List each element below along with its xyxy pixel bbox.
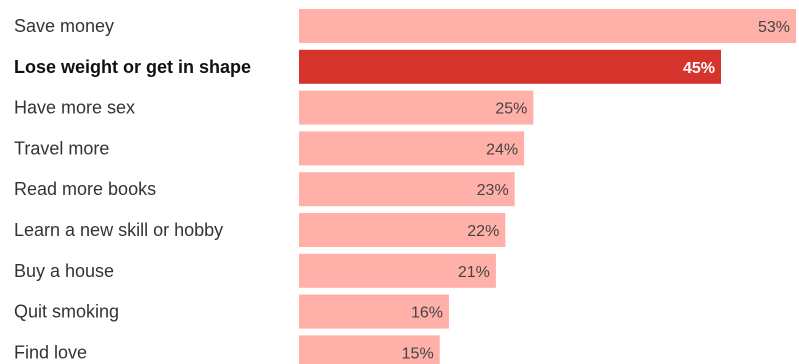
category-label-6: Buy a house	[14, 261, 114, 281]
category-label-2: Have more sex	[14, 98, 135, 118]
bar-6	[299, 253, 496, 288]
bar-5	[299, 213, 506, 247]
value-label-0: 53%	[758, 19, 790, 36]
value-labels: 53% 45% 25% 24% 23% 22% 21% 16% 15%	[402, 19, 790, 362]
category-label-4: Read more books	[14, 179, 156, 199]
category-labels: Save money Lose weight or get in shape Hav…	[14, 16, 251, 362]
value-label-6: 21%	[458, 264, 490, 281]
value-label-3: 24%	[486, 141, 518, 158]
bar-3	[299, 131, 525, 166]
category-label-0: Save money	[14, 16, 114, 36]
bar-2	[299, 90, 534, 125]
value-label-1: 45%	[683, 60, 715, 77]
category-label-3: Travel more	[14, 138, 109, 158]
bars	[299, 9, 796, 364]
category-label-1: Lose weight or get in shape	[14, 57, 251, 77]
value-label-4: 23%	[477, 182, 509, 199]
value-label-7: 16%	[411, 305, 443, 322]
category-label-5: Learn a new skill or hobby	[14, 220, 223, 240]
value-label-2: 25%	[495, 101, 527, 118]
category-label-7: Quit smoking	[14, 302, 119, 322]
bar-0	[299, 9, 796, 43]
bar-1	[299, 49, 721, 84]
category-label-8: Find love	[14, 342, 87, 362]
bar-8	[299, 335, 440, 364]
bar-7	[299, 294, 449, 329]
value-label-5: 22%	[467, 223, 499, 240]
bar-4	[299, 172, 515, 207]
value-label-8: 15%	[402, 345, 434, 362]
